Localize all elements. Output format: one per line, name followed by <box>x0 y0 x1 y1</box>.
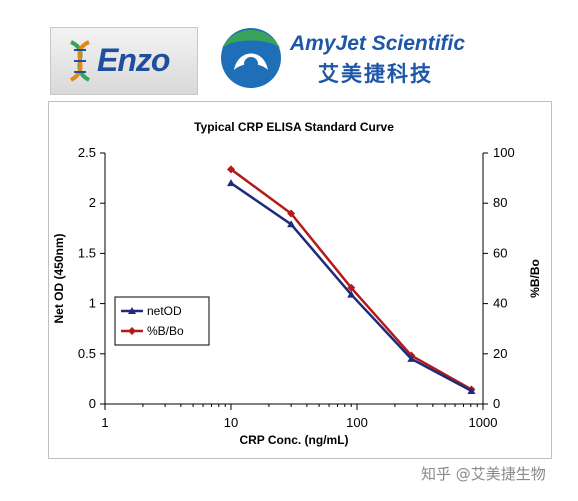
amyjet-emblem-icon <box>221 28 281 88</box>
series-bbo-point <box>227 165 235 174</box>
y2-tick-label: 40 <box>493 296 507 311</box>
y-tick-label: 1.5 <box>78 245 96 260</box>
amyjet-logo: AmyJet Scientific 艾美捷科技 <box>214 18 514 98</box>
enzo-logo: Enzo <box>50 27 198 95</box>
dna-helix-icon <box>69 40 91 82</box>
y-tick-label: 0 <box>89 396 96 411</box>
y2-tick-label: 20 <box>493 346 507 361</box>
series-netod-point <box>287 220 296 228</box>
series-netod-point <box>407 354 416 362</box>
series-netod-point <box>467 386 476 394</box>
watermark: 知乎 @艾美捷生物 <box>421 465 546 483</box>
y2-axis-label: %B/Bo <box>528 259 542 298</box>
amyjet-logo-name-cn: 艾美捷科技 <box>318 62 433 86</box>
y-tick-label: 2 <box>89 195 96 210</box>
legend-bbo-marker <box>128 327 136 335</box>
y-axis-label: Net OD (450nm) <box>52 233 66 323</box>
x-tick-label: 100 <box>346 415 368 430</box>
x-axis-label: CRP Conc. (ng/mL) <box>239 433 348 447</box>
series-bbo-point <box>347 283 356 292</box>
y-tick-label: 2.5 <box>78 145 96 160</box>
x-tick-label: 1000 <box>469 415 498 430</box>
legend-netod-marker <box>128 307 136 314</box>
chart-title: Typical CRP ELISA Standard Curve <box>194 120 394 134</box>
y-tick-label: 1 <box>89 296 96 311</box>
amyjet-logo-name: AmyJet Scientific <box>290 32 466 55</box>
legend-bbo-label: %B/Bo <box>147 324 184 338</box>
x-tick-label: 1 <box>101 415 108 430</box>
series-bbo-point <box>287 209 296 218</box>
legend-box <box>114 296 210 346</box>
y2-tick-label: 100 <box>493 145 515 160</box>
series-netod-point <box>347 290 356 298</box>
y2-tick-label: 80 <box>493 195 507 210</box>
y-tick-label: 0.5 <box>78 346 96 361</box>
chart-frame: Typical CRP ELISA Standard Curve 0 0.5 1 1.5… <box>48 101 552 459</box>
x-tick-label: 10 <box>224 415 238 430</box>
standard-curve-chart: Typical CRP ELISA Standard Curve 0 0.5 1 1.5… <box>52 120 542 447</box>
series-netod-point <box>227 179 235 187</box>
y2-tick-label: 0 <box>493 396 500 411</box>
legend-netod-label: netOD <box>147 304 182 318</box>
enzo-logo-text: Enzo <box>97 42 170 78</box>
series-bbo-line <box>230 168 473 391</box>
y2-tick-label: 60 <box>493 245 507 260</box>
